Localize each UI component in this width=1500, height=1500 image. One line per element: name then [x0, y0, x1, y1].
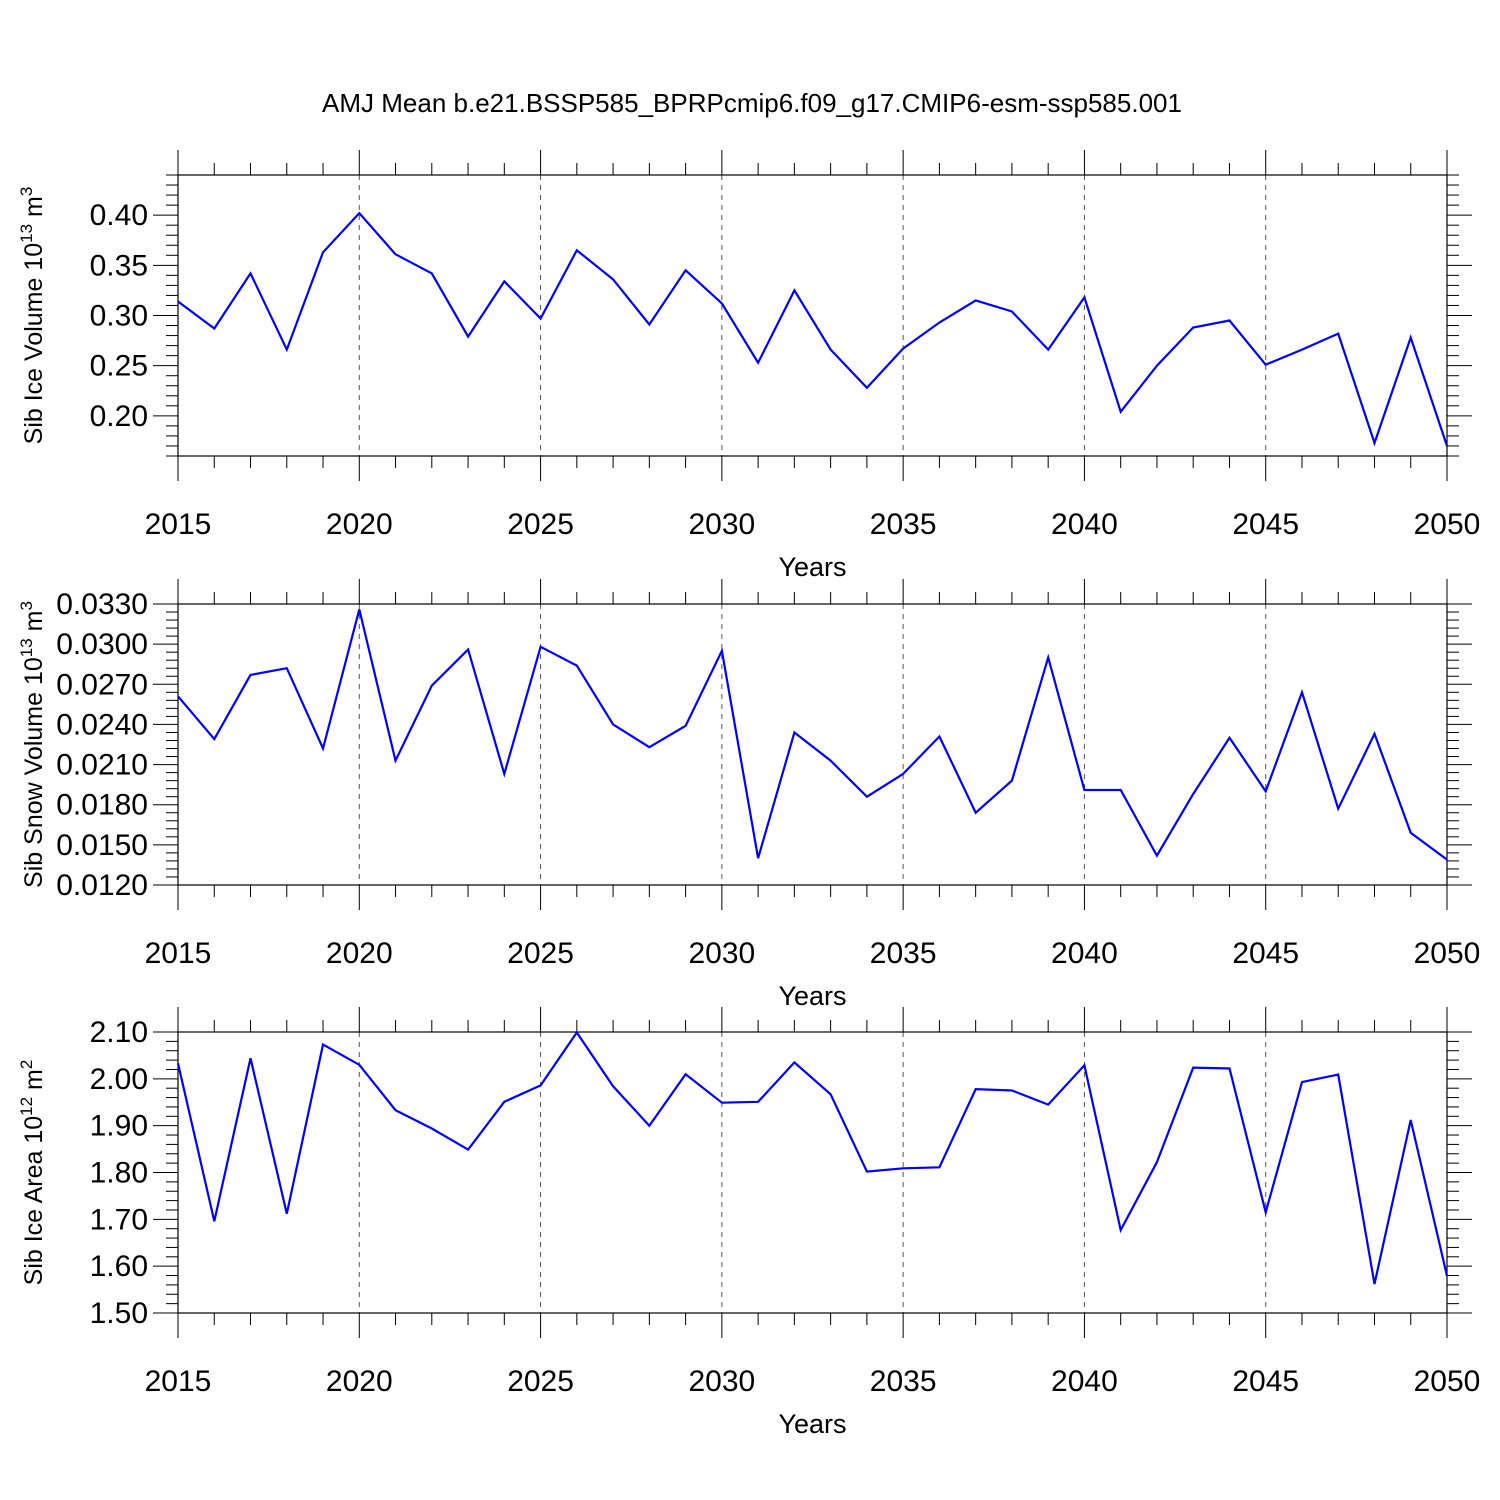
x-tick-label: 2035 [870, 937, 937, 970]
series-line-ice-volume [177, 211, 1449, 447]
plot-frame [177, 603, 1448, 886]
y-axis-label: Sib Ice Volume 1013 m3 [17, 187, 48, 445]
y-tick-label: 1.70 [90, 1203, 148, 1236]
y-tick-label: 2.00 [90, 1063, 148, 1096]
x-tick-label: 2040 [1051, 937, 1118, 970]
y-tick-label: 1.50 [90, 1297, 148, 1330]
x-tick-label: 2045 [1232, 508, 1299, 541]
x-tick-label: 2030 [688, 937, 755, 970]
y-tick-label: 1.80 [90, 1157, 148, 1190]
x-tick-label: 2040 [1051, 508, 1118, 541]
y-tick-label: 1.90 [90, 1110, 148, 1143]
figure-title: AMJ Mean b.e21.BSSP585_BPRPcmip6.f09_g17… [322, 88, 1182, 118]
x-axis-label: Years [778, 1409, 846, 1439]
y-tick-label: 0.40 [90, 199, 148, 232]
y-tick-label: 0.0150 [56, 829, 148, 862]
y-tick-label: 0.0300 [56, 628, 148, 661]
y-tick-label: 0.30 [90, 300, 148, 333]
y-axis-label: Sib Snow Volume 1013 m3 [17, 601, 48, 888]
y-tick-label: 0.35 [90, 249, 148, 282]
y-tick-label: 0.0270 [56, 668, 148, 701]
y-tick-label: 2.10 [90, 1016, 148, 1049]
x-tick-label: 2035 [870, 508, 937, 541]
y-tick-label: 0.20 [90, 400, 148, 433]
x-tick-label: 2025 [507, 1365, 574, 1398]
chart-panel-ice-volume: 0.20 0.25 0.30 0.35 0.40 2015 2020 2025 2030 2035… [17, 150, 1480, 582]
plot-frame [177, 174, 1448, 457]
x-tick-label: 2050 [1414, 1365, 1481, 1398]
y-tick-label: 1.60 [90, 1250, 148, 1283]
x-tick-label: 2040 [1051, 1365, 1118, 1398]
x-tick-label: 2020 [326, 937, 393, 970]
x-tick-label: 2015 [145, 508, 212, 541]
chart-panel-snow-volume: 0.0120 0.0150 0.0180 0.0210 0.0240 0.0270 0.03… [17, 579, 1480, 1011]
series-line-ice-area [176, 1030, 1449, 1285]
x-axis-label: Years [778, 981, 846, 1011]
x-tick-label: 2030 [688, 508, 755, 541]
x-tick-label: 2025 [507, 937, 574, 970]
x-tick-label: 2045 [1232, 937, 1299, 970]
x-tick-label: 2020 [326, 508, 393, 541]
y-tick-label: 0.0120 [56, 869, 148, 902]
x-tick-label: 2045 [1232, 1365, 1299, 1398]
x-tick-label: 2015 [145, 937, 212, 970]
x-axis-label: Years [778, 552, 846, 582]
chart-panel-ice-area: 1.50 1.60 1.70 1.80 1.90 2.00 2.10 2015 2020 2025… [17, 1007, 1480, 1439]
x-tick-label: 2015 [145, 1365, 212, 1398]
x-tick-label: 2030 [688, 1365, 755, 1398]
x-tick-label: 2050 [1414, 937, 1481, 970]
y-tick-label: 0.25 [90, 350, 148, 383]
x-tick-label: 2025 [507, 508, 574, 541]
y-axis-label: Sib Ice Area 1012 m2 [17, 1060, 48, 1286]
series-line-snow-volume [177, 609, 1448, 861]
x-tick-label: 2050 [1414, 508, 1481, 541]
x-tick-label: 2020 [326, 1365, 393, 1398]
y-tick-label: 0.0180 [56, 789, 148, 822]
chart-panels: 0.20 0.25 0.30 0.35 0.40 2015 2020 2025 2030 2035… [17, 150, 1480, 1439]
y-tick-label: 0.0330 [56, 588, 148, 621]
y-tick-label: 0.0240 [56, 708, 148, 741]
x-tick-label: 2035 [870, 1365, 937, 1398]
y-tick-label: 0.0210 [56, 749, 148, 782]
